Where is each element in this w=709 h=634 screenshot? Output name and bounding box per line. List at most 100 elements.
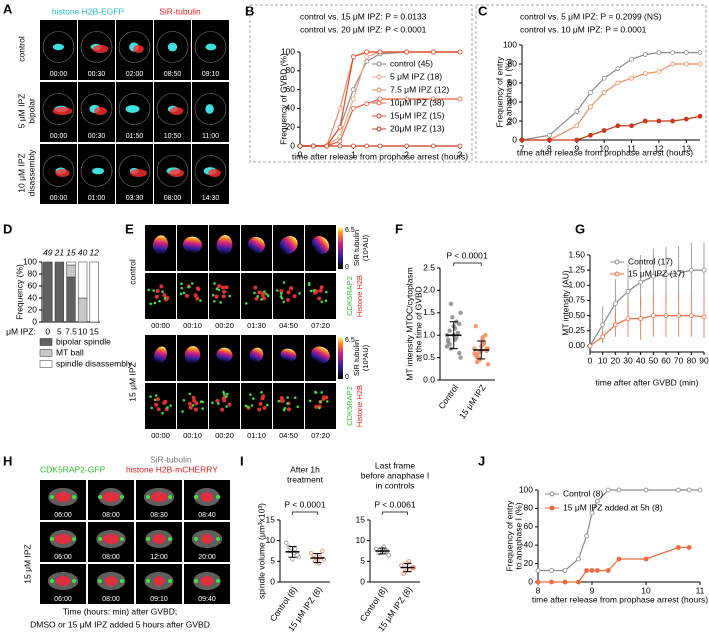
point [615, 80, 621, 86]
legend-label: 5 μM IPZ (18) [390, 71, 442, 81]
y-tick-label: 0.50 [568, 310, 585, 320]
point [625, 288, 631, 294]
legend-marker [376, 100, 382, 106]
chromosome [319, 285, 324, 290]
chromatin [55, 576, 71, 586]
y-axis-label: MT intensity MTOC/cytoplasm [404, 267, 414, 381]
legend-label: 15 μM IPZ added at 5h (8) [563, 502, 663, 512]
mtoc [120, 579, 124, 583]
time-stamp: 08:00 [102, 554, 120, 561]
point [688, 267, 694, 273]
chromosome [165, 296, 170, 301]
y-tick-label: 0 [528, 576, 533, 586]
point [476, 350, 481, 356]
cell-outline [156, 155, 189, 187]
panel-letter: D [3, 221, 12, 236]
mtoc [314, 391, 318, 394]
panel-letter: A [3, 1, 13, 16]
chromosome [195, 286, 200, 291]
chromatin [150, 492, 168, 502]
time-stamp: 08:00 [102, 512, 120, 519]
chromosome [260, 293, 265, 298]
mtoc [188, 392, 192, 396]
point [377, 49, 383, 55]
chromosome [253, 285, 258, 290]
point [670, 118, 676, 124]
y-tick-label: 0.00 [568, 340, 585, 350]
point [457, 49, 463, 55]
chromosome [254, 296, 259, 301]
point [683, 116, 689, 122]
y-axis-label: Frequency (%) [14, 264, 24, 320]
y-tick-label: 20 [524, 558, 534, 568]
point [656, 69, 662, 74]
mtoc [280, 292, 283, 295]
mtoc [216, 579, 220, 583]
y-axis-label: Frequency of GVBD (%) [278, 53, 288, 145]
point [364, 49, 370, 55]
x-tick-label: 50 [649, 355, 659, 365]
x-tick-label: 10 [598, 355, 608, 365]
y-tick-label: 80 [508, 58, 518, 68]
cell-outline [118, 155, 151, 187]
y-tick-label: 1.5 [423, 307, 435, 317]
point [430, 96, 436, 102]
mtoc [312, 289, 316, 292]
mtoc [187, 285, 191, 289]
chromatin [152, 534, 166, 544]
chromosome [220, 407, 225, 412]
mtoc [309, 289, 313, 293]
point [337, 138, 343, 144]
mtoc [307, 283, 311, 287]
legend-label: Control (17) [628, 256, 673, 266]
colorbar [338, 337, 343, 379]
x-tick-label: 70 [674, 355, 684, 365]
time-stamp: 01:00 [88, 195, 106, 202]
mtoc [256, 295, 260, 298]
point [697, 50, 703, 55]
point [650, 273, 656, 279]
chromosome [162, 292, 167, 297]
annotation: P < 0.0001 [284, 499, 325, 509]
channel-label: Histone H2B [355, 385, 364, 427]
mtoc [308, 399, 312, 403]
point [663, 313, 669, 319]
point [612, 301, 618, 306]
chromosome [221, 294, 226, 299]
count-label: 12 [89, 247, 99, 257]
x-axis-label: time after release from prophase arrest … [517, 147, 693, 157]
time-stamp: 02:00 [126, 71, 144, 78]
mtoc [72, 579, 76, 583]
mtoc [225, 405, 228, 408]
point [574, 137, 580, 143]
mtoc [149, 395, 152, 398]
point [670, 61, 676, 67]
point [457, 321, 462, 327]
point [519, 137, 525, 143]
chromosome [184, 293, 189, 298]
time-stamp: 01:50 [126, 133, 144, 140]
mtoc [286, 396, 289, 399]
spindle [133, 45, 144, 53]
time-stamp: 09:40 [198, 596, 216, 603]
point [697, 113, 703, 119]
y-tick-label: 0 [512, 134, 517, 144]
point [656, 118, 662, 124]
time-stamp: 06:00 [54, 596, 72, 603]
chromosome [257, 407, 262, 412]
y-tick-label: 0 [32, 316, 37, 326]
chromatin [54, 534, 72, 544]
mtoc [182, 291, 186, 295]
y-tick-label: 0.25 [568, 325, 585, 335]
mtoc [277, 399, 281, 403]
point [574, 123, 580, 129]
mtoc [154, 394, 158, 397]
annotation: control vs. 20 μM IPZ: P < 0.0001 [300, 24, 427, 34]
chromosome [224, 285, 229, 290]
mtoc [326, 400, 329, 403]
y-tick-label: 1.50 [568, 249, 585, 259]
colorbar-title: SiR tubulin [352, 230, 361, 266]
point [337, 143, 343, 149]
point [576, 556, 581, 562]
annotation: P < 0.0001 [446, 250, 487, 260]
